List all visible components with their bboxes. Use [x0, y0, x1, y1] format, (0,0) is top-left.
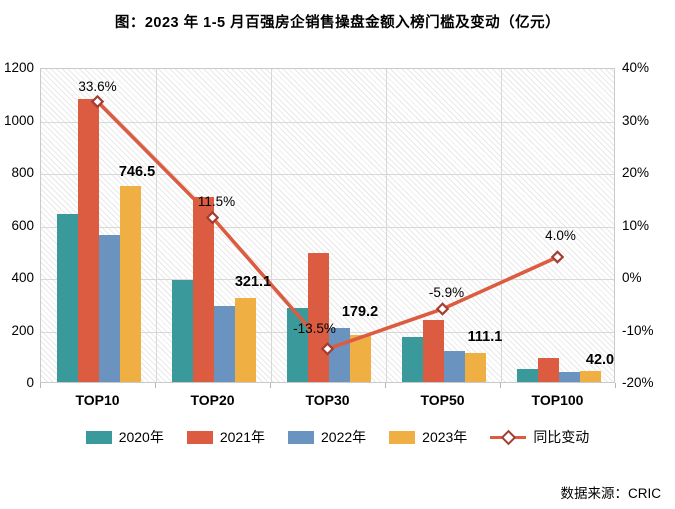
y-axis-right-tick-label: -20% — [622, 375, 654, 390]
x-axis-tick-mark — [40, 383, 41, 388]
x-axis-category-label: TOP50 — [420, 392, 465, 408]
legend-label: 同比变动 — [533, 429, 590, 445]
bar-2022-top20 — [213, 306, 235, 382]
bar-2020-top30 — [286, 307, 308, 382]
y-axis-left-tick-label: 1000 — [3, 112, 34, 128]
gridline-vertical — [501, 69, 502, 382]
gridline-horizontal — [41, 174, 614, 175]
gridline-vertical — [386, 69, 387, 382]
bar-2021-top50 — [422, 319, 444, 382]
y-axis-left-tick-label: 400 — [11, 270, 34, 285]
y-axis-right-tick-label: -10% — [622, 322, 654, 338]
gridline-horizontal — [41, 121, 614, 123]
bar-2022-top100 — [558, 371, 580, 382]
legend-item-yoy: 同比变动 — [490, 427, 589, 447]
y-axis-right-tick-label: 40% — [622, 60, 650, 75]
bar-2022-top10 — [98, 235, 120, 382]
y-axis-right-tick-label: 20% — [622, 165, 650, 180]
x-axis-category-label: TOP20 — [190, 392, 235, 408]
plot-area — [40, 68, 615, 383]
x-axis-tick-mark — [155, 383, 156, 388]
chart-title: 图：2023 年 1-5 月百强房企销售操盘金额入榜门槛及变动（亿元） — [114, 15, 561, 31]
y-axis-left-tick-label: 1200 — [3, 60, 34, 75]
x-axis-category-label: TOP100 — [531, 392, 584, 408]
legend-label: 2021年 — [219, 429, 265, 445]
y-axis-right-tick-label: 0% — [622, 270, 642, 285]
bar-2020-top20 — [171, 279, 193, 382]
legend-label: 2020年 — [118, 429, 164, 445]
bar-2023-top100 — [579, 371, 601, 382]
bar-2021-top20 — [192, 196, 214, 382]
bar-2023-top50 — [464, 352, 486, 382]
bar-2023-top10 — [119, 186, 141, 382]
yoy-line-legend-diamond — [501, 429, 517, 446]
bar-2023-top30 — [349, 335, 371, 382]
legend-item-2021: 2021年 — [186, 427, 265, 447]
legend-label: 2022年 — [321, 429, 367, 445]
legend-color-chip — [389, 430, 416, 444]
bar-2021-top100 — [537, 358, 559, 382]
yoy-line-legend-icon — [490, 429, 527, 446]
bar-2020-top50 — [401, 336, 423, 382]
bar-2022-top50 — [443, 351, 465, 382]
x-axis-tick-mark — [615, 383, 616, 388]
legend: 2020年 2021年 2022年 2023年 同比变动 — [0, 427, 675, 447]
x-axis-category-label: TOP30 — [305, 392, 350, 408]
x-axis-tick-mark — [500, 383, 501, 388]
x-axis-tick-mark — [270, 383, 271, 388]
legend-color-chip — [85, 430, 112, 444]
y-axis-left-tick-label: 200 — [11, 322, 34, 338]
legend-item-2023: 2023年 — [389, 427, 467, 447]
x-axis-tick-mark — [385, 383, 386, 388]
y-axis-left-tick-label: 600 — [11, 217, 34, 233]
legend-color-chip — [288, 430, 314, 444]
x-axis-category-label: TOP10 — [75, 392, 120, 408]
bar-2022-top30 — [328, 327, 350, 382]
y-axis-right-tick-label: 10% — [622, 217, 650, 233]
gridline-vertical — [156, 69, 157, 382]
gridline-vertical — [271, 69, 272, 382]
bar-2020-top100 — [516, 368, 538, 382]
legend-item-2022: 2022年 — [288, 427, 366, 447]
legend-color-chip — [186, 430, 213, 444]
y-axis-right-tick-label: 30% — [622, 112, 650, 128]
bar-2021-top10 — [77, 98, 99, 382]
legend-item-2020: 2020年 — [85, 427, 164, 447]
bar-2020-top10 — [56, 214, 78, 382]
bar-2021-top30 — [307, 253, 329, 382]
y-axis-left-tick-label: 0 — [26, 375, 34, 390]
legend-label: 2023年 — [422, 429, 468, 445]
source-note: 数据来源：CRIC — [560, 486, 662, 501]
y-axis-left-tick-label: 800 — [11, 165, 34, 180]
bar-2023-top20 — [234, 297, 256, 382]
